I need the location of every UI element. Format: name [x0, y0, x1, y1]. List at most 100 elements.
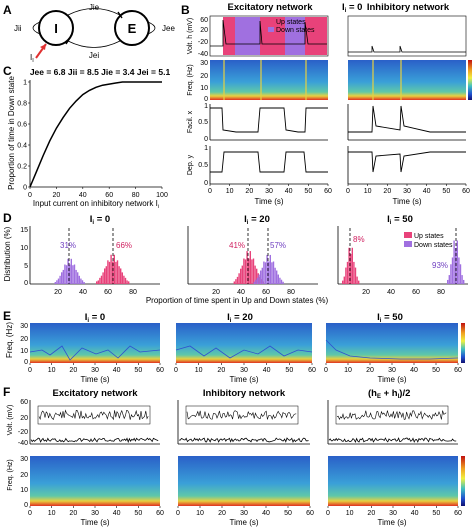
c-ytick-2: 0.4 [17, 143, 27, 150]
f-title-mean: (h [368, 388, 377, 399]
svg-text:Ii = 0: Ii = 0 [85, 312, 105, 324]
svg-text:80: 80 [437, 289, 445, 296]
b-facil-inhibitory [347, 104, 466, 141]
e-xtick-3-4: 40 [410, 367, 418, 374]
svg-text:20: 20 [20, 472, 28, 479]
b-title-inhibitory: Inhibitory network [367, 2, 450, 13]
f-spectrogram-mean [328, 456, 458, 506]
panel-label-c: C [3, 64, 12, 78]
e-xtick-1-3: 30 [91, 367, 99, 374]
svg-text:Ii = 20: Ii = 20 [244, 214, 270, 226]
d-histogram-ii-50: Ii = 50 20 40 60 80 8% 93% Up states Dow… [337, 214, 468, 296]
edge-label-jei: Jei [89, 51, 99, 60]
b-title-ii-sub: i [345, 8, 347, 14]
svg-text:40: 40 [79, 289, 87, 296]
c-xtick-4: 80 [132, 192, 140, 199]
c-xtick-3: 60 [105, 192, 113, 199]
f-voltage-inhibitory [177, 400, 310, 445]
e-ylabel: Freq. (Hz) [5, 322, 14, 358]
c-xtick-1: 20 [53, 192, 61, 199]
b-xtick-inh-2: 20 [383, 188, 391, 195]
b-title-ii: I [342, 2, 345, 13]
f-voltage-excitatory: 60 20 -20 -40 [18, 399, 160, 447]
f-xtick-3-2: 20 [367, 510, 375, 517]
c-xtick-5: 100 [156, 192, 168, 199]
down-state-curve [29, 81, 162, 188]
e-xlabel-1: Time (s) [80, 375, 109, 384]
node-i-label: I [54, 21, 58, 36]
d3-down-pct: 93% [432, 261, 448, 270]
f-title-excitatory: Excitatory network [53, 388, 139, 399]
b-ylabel-freq: Freq. (Hz) [187, 64, 194, 96]
e-xtick-1-2: 20 [69, 367, 77, 374]
svg-text:0.5: 0.5 [198, 162, 208, 169]
svg-text:-20: -20 [198, 39, 208, 46]
b-spectrogram-inhibitory [348, 60, 466, 100]
d-legend-up: Up states [414, 233, 444, 240]
svg-text:30: 30 [200, 60, 208, 67]
svg-text:15: 15 [20, 227, 28, 234]
e-colorbar [461, 323, 465, 363]
f-xtick-3-5: 50 [432, 510, 440, 517]
d-xlabel: Proportion of time spent in Up and Down … [146, 296, 329, 305]
svg-text:20: 20 [200, 27, 208, 34]
svg-text:30: 30 [20, 456, 28, 463]
svg-text:10: 10 [20, 487, 28, 494]
f-xtick-2-4: 40 [262, 510, 270, 517]
edge-jei [67, 40, 121, 48]
b-dep-inhibitory [347, 146, 466, 185]
b-xtick-inh-0: 0 [346, 188, 350, 195]
svg-text:80: 80 [129, 289, 137, 296]
edge-jee [147, 21, 156, 35]
e-xtick-3-5: 50 [432, 367, 440, 374]
b-ylabel-facil: Facil. x [187, 110, 194, 133]
f-xtick-1-5: 50 [134, 510, 142, 517]
svg-text:0: 0 [24, 280, 28, 287]
f-spectrogram-inhibitory [178, 456, 310, 506]
b-voltage-excitatory: Up states Down states [209, 15, 329, 57]
svg-text:40: 40 [387, 289, 395, 296]
edge-label-jie: Jie [89, 3, 100, 12]
svg-text:0: 0 [24, 502, 28, 509]
e-xtick-2-3: 30 [240, 367, 248, 374]
b-xlabel-inh: Time (s) [392, 197, 421, 206]
svg-text:0: 0 [24, 359, 28, 366]
svg-text:Ii = 20: Ii = 20 [227, 312, 253, 324]
panel-label-b: B [181, 3, 190, 17]
e-spectrogram-ii-0: Ii = 0 30 20 10 0 [20, 312, 161, 366]
b-facil-excitatory [209, 104, 328, 141]
svg-text:30: 30 [20, 323, 28, 330]
f-xtick-2-6: 60 [306, 510, 314, 517]
b-up-state-band [223, 17, 235, 55]
c-ytick-0: 0 [23, 185, 27, 192]
svg-text:60: 60 [262, 289, 270, 296]
b-dep-excitatory [209, 146, 328, 185]
edge-label-jii: Jii [14, 24, 22, 33]
b-title-ii-rest: = 0 [346, 2, 362, 13]
b-xtick-exc-5: 50 [304, 188, 312, 195]
c-ytick-5: 1 [23, 80, 27, 87]
f-xtick-2-3: 30 [240, 510, 248, 517]
f-xtick-1-6: 60 [156, 510, 164, 517]
b-xtick-exc-1: 10 [226, 188, 234, 195]
f-xlabel-1: Time (s) [80, 518, 109, 527]
f-xtick-2-5: 50 [284, 510, 292, 517]
b-xtick-exc-3: 30 [265, 188, 273, 195]
e-spectrogram-ii-50: Ii = 50 [325, 312, 459, 363]
d3-up-pct: 8% [353, 235, 365, 244]
svg-text:20: 20 [212, 289, 220, 296]
e-xtick-2-4: 40 [263, 367, 271, 374]
b-xtick-inh-6: 60 [462, 188, 470, 195]
f-ylabel-freq: Freq. (Hz) [7, 459, 14, 491]
e-xtick-3-3: 30 [388, 367, 396, 374]
svg-text:1: 1 [204, 103, 208, 110]
svg-text:0.5: 0.5 [198, 119, 208, 126]
svg-text:20: 20 [20, 336, 28, 343]
svg-text:1: 1 [204, 145, 208, 152]
svg-text:10: 10 [20, 245, 28, 252]
d2-down-pct: 57% [270, 241, 286, 250]
node-e [114, 10, 150, 46]
network-diagram: I E Jie Jii Jei Jee II [14, 3, 175, 64]
b-down-state-band [235, 17, 260, 55]
